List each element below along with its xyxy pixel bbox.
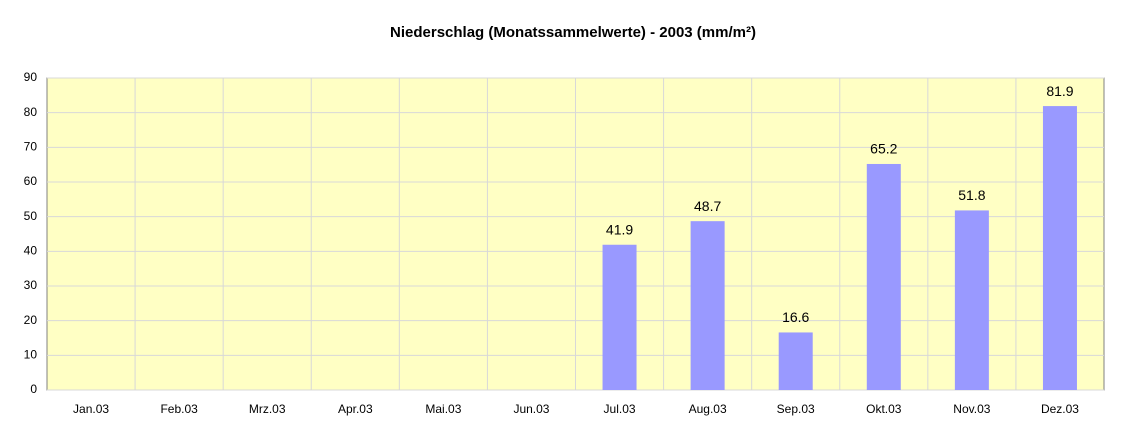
x-tick-label: Okt.03 — [866, 402, 902, 416]
y-tick-label: 40 — [24, 244, 38, 258]
x-tick-label: Apr.03 — [338, 402, 373, 416]
bar — [602, 244, 637, 390]
value-label: 65.2 — [870, 141, 897, 157]
y-tick-label: 30 — [24, 278, 38, 292]
chart-title: Niederschlag (Monatssammelwerte) - 2003 … — [390, 24, 756, 41]
value-label: 51.8 — [958, 187, 985, 203]
x-tick-label: Nov.03 — [953, 402, 990, 416]
x-tick-label: Aug.03 — [689, 402, 727, 416]
x-tick-label: Jul.03 — [604, 402, 636, 416]
y-tick-label: 70 — [24, 140, 38, 154]
value-label: 41.9 — [606, 221, 633, 237]
y-tick-label: 20 — [24, 313, 38, 327]
bar — [778, 332, 813, 390]
bar — [954, 210, 989, 390]
y-tick-label: 10 — [24, 348, 38, 362]
x-tick-label: Dez.03 — [1041, 402, 1079, 416]
y-tick-label: 50 — [24, 209, 38, 223]
value-label: 81.9 — [1046, 83, 1073, 99]
x-tick-label: Feb.03 — [160, 402, 198, 416]
x-tick-label: Sep.03 — [777, 402, 815, 416]
x-tick-label: Jan.03 — [73, 402, 109, 416]
value-label: 48.7 — [694, 198, 721, 214]
bar — [690, 221, 725, 390]
y-tick-label: 0 — [30, 382, 37, 396]
y-tick-label: 60 — [24, 174, 38, 188]
bar — [866, 163, 901, 390]
y-tick-label: 90 — [24, 70, 38, 84]
value-label: 16.6 — [782, 309, 809, 325]
bar — [1042, 106, 1077, 390]
x-tick-label: Jun.03 — [513, 402, 549, 416]
x-tick-label: Mai.03 — [425, 402, 461, 416]
y-tick-label: 80 — [24, 105, 38, 119]
x-tick-label: Mrz.03 — [249, 402, 286, 416]
